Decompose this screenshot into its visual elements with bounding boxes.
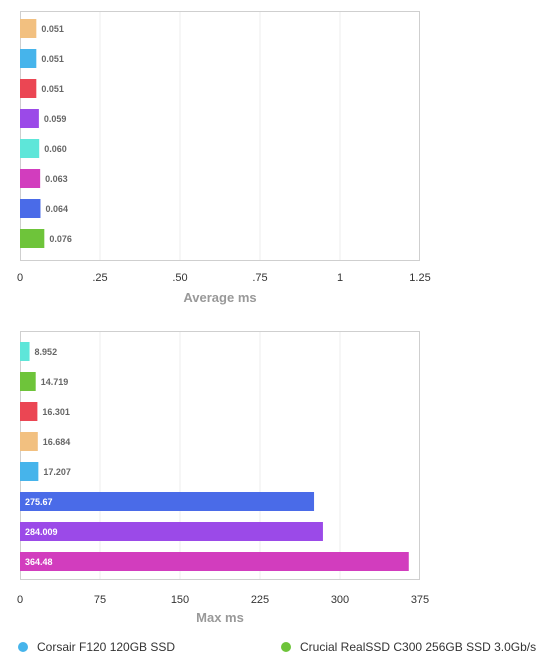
data-label: 275.67	[25, 497, 53, 507]
plot-area	[20, 11, 420, 261]
axis-title: Average ms	[183, 290, 256, 305]
data-label: 17.207	[43, 467, 71, 477]
chart-legend: Corsair F120 120GB SSD Crucial RealSSD C…	[0, 634, 560, 658]
tick-label: 1.25	[409, 272, 430, 284]
bar	[20, 139, 40, 158]
data-label: 0.060	[44, 144, 67, 154]
bar	[20, 199, 41, 218]
bar	[20, 342, 30, 361]
bar	[20, 79, 37, 98]
chart-2: 8.952 14.719 16.301 16.684 17.207 275.67 284.0…	[17, 331, 429, 625]
data-label: 0.051	[41, 84, 64, 94]
charts-area: 0.051 0.051 0.051 0.059 0.060 0.063 0.064 0.076…	[17, 11, 431, 625]
data-label: 284.009	[25, 527, 58, 537]
chart-1: 0.051 0.051 0.051 0.059 0.060 0.063 0.064 0.076…	[17, 11, 431, 305]
data-label: 8.952	[35, 347, 58, 357]
bar	[20, 49, 37, 68]
data-label: 0.059	[44, 114, 67, 124]
data-label: 364.48	[25, 557, 53, 567]
tick-label: 300	[331, 594, 349, 606]
legend-item-corsair: Corsair F120 120GB SSD	[18, 640, 175, 654]
bar	[20, 402, 38, 421]
tick-label: 225	[251, 594, 269, 606]
bar	[20, 552, 409, 571]
bar	[20, 109, 39, 128]
tick-label: .75	[252, 272, 267, 284]
tick-label: 1	[337, 272, 343, 284]
bar	[20, 229, 45, 248]
data-label: 14.719	[41, 377, 69, 387]
plot-frame	[20, 331, 420, 580]
tick-label: 150	[171, 594, 189, 606]
axis-title: Max ms	[196, 610, 244, 625]
bar	[20, 432, 38, 451]
data-label: 0.051	[41, 54, 64, 64]
tick-label: .25	[92, 272, 107, 284]
plot-frame	[20, 11, 420, 261]
data-label: 0.076	[49, 234, 72, 244]
tick-label: 75	[94, 594, 106, 606]
tick-label: 375	[411, 594, 429, 606]
data-label: 16.684	[43, 437, 71, 447]
tick-label: 0	[17, 594, 23, 606]
legend-item-crucial: Crucial RealSSD C300 256GB SSD 3.0Gb/s	[281, 640, 536, 654]
data-label: 16.301	[42, 407, 70, 417]
bar	[20, 492, 315, 511]
legend-label-crucial: Crucial RealSSD C300 256GB SSD 3.0Gb/s	[300, 640, 537, 654]
plot-area	[20, 331, 420, 580]
legend-label-corsair: Corsair F120 120GB SSD	[37, 640, 176, 654]
data-label: 0.063	[45, 174, 68, 184]
bar	[20, 372, 36, 391]
bar	[20, 19, 37, 38]
bar	[20, 169, 41, 188]
bar	[20, 462, 39, 481]
bar	[20, 522, 323, 541]
tick-label: .50	[172, 272, 187, 284]
data-label: 0.064	[45, 204, 68, 214]
data-label: 0.051	[41, 24, 64, 34]
legend-swatch-corsair	[18, 642, 28, 652]
legend-swatch-crucial	[281, 642, 291, 652]
tick-label: 0	[17, 272, 23, 284]
